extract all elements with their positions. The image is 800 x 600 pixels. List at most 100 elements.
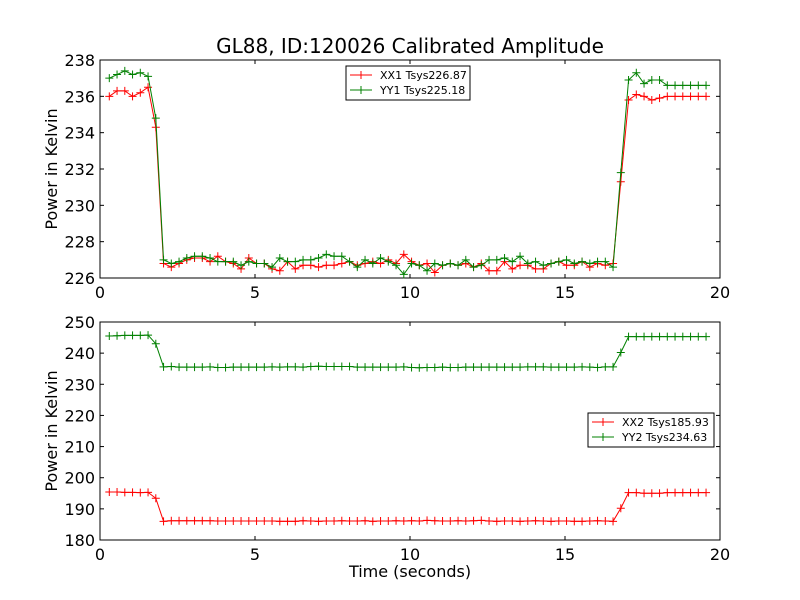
- data-point: [128, 70, 137, 79]
- data-point: [136, 331, 145, 340]
- data-point: [120, 488, 129, 497]
- y-tick-label: 210: [64, 438, 95, 457]
- data-point: [407, 516, 416, 525]
- legend-label: XX1 Tsys226.87: [380, 69, 467, 82]
- data-point: [306, 362, 315, 371]
- data-point: [694, 92, 703, 101]
- data-point: [531, 264, 540, 273]
- data-point: [190, 363, 199, 372]
- data-point: [461, 517, 470, 526]
- data-point: [694, 332, 703, 341]
- data-point: [632, 68, 641, 77]
- data-point: [516, 252, 525, 261]
- data-point: [485, 517, 494, 526]
- data-point: [423, 516, 432, 525]
- data-point: [423, 363, 432, 372]
- y-tick-label: 228: [64, 233, 95, 252]
- y-axis-label: Power in Kelvin: [42, 108, 61, 229]
- data-point: [159, 362, 168, 371]
- data-point: [198, 252, 207, 261]
- data-point: [268, 263, 277, 272]
- data-point: [275, 517, 284, 526]
- data-point: [640, 92, 649, 101]
- data-point: [167, 516, 176, 525]
- x-tick-label: 0: [95, 545, 105, 564]
- data-point: [361, 255, 370, 264]
- data-point: [500, 254, 509, 263]
- data-point: [376, 363, 385, 372]
- data-point: [368, 517, 377, 526]
- data-point: [136, 488, 145, 497]
- data-point: [275, 266, 284, 275]
- data-point: [454, 261, 463, 270]
- legend-marker: [599, 418, 607, 426]
- y-tick-label: 240: [64, 344, 95, 363]
- data-point: [446, 259, 455, 268]
- data-point: [702, 332, 711, 341]
- data-point: [469, 263, 478, 272]
- data-point: [244, 257, 253, 266]
- data-point: [485, 363, 494, 372]
- data-point: [407, 363, 416, 372]
- data-point: [702, 81, 711, 90]
- data-point: [469, 363, 478, 372]
- data-point: [446, 517, 455, 526]
- data-point: [423, 259, 432, 268]
- data-point: [678, 92, 687, 101]
- data-point: [221, 517, 230, 526]
- data-point: [229, 517, 238, 526]
- data-point: [585, 517, 594, 526]
- data-point: [105, 488, 114, 497]
- y-tick-label: 232: [64, 160, 95, 179]
- data-point: [686, 92, 695, 101]
- data-point: [314, 263, 323, 272]
- data-point: [508, 517, 517, 526]
- data-point: [663, 332, 672, 341]
- data-point: [554, 363, 563, 372]
- data-point: [593, 363, 602, 372]
- data-point: [337, 362, 346, 371]
- data-point: [237, 261, 246, 270]
- data-point: [554, 517, 563, 526]
- data-point: [144, 331, 153, 340]
- data-point: [678, 332, 687, 341]
- data-point: [477, 516, 486, 525]
- x-tick-label: 5: [250, 283, 260, 302]
- data-point: [547, 517, 556, 526]
- data-point: [330, 252, 339, 261]
- data-point: [283, 257, 292, 266]
- legend-label: YY1 Tsys225.18: [379, 84, 465, 97]
- data-point: [624, 95, 633, 104]
- data-point: [469, 516, 478, 525]
- data-point: [322, 517, 331, 526]
- data-point: [306, 517, 315, 526]
- data-point: [655, 94, 664, 103]
- data-point: [128, 488, 137, 497]
- data-point: [438, 261, 447, 270]
- data-point: [260, 363, 269, 372]
- data-point: [337, 259, 346, 268]
- data-point: [678, 81, 687, 90]
- data-point: [430, 363, 439, 372]
- data-point: [353, 263, 362, 272]
- legend-box: [587, 412, 715, 448]
- data-point: [415, 261, 424, 270]
- data-point: [632, 90, 641, 99]
- data-point: [306, 255, 315, 264]
- x-tick-label: 20: [710, 283, 730, 302]
- data-point: [616, 348, 625, 357]
- data-point: [694, 81, 703, 90]
- legend-marker: [357, 71, 365, 79]
- data-point: [578, 362, 587, 371]
- data-point: [221, 363, 230, 372]
- data-point: [392, 516, 401, 525]
- data-point: [337, 252, 346, 261]
- data-point: [113, 86, 122, 95]
- data-point: [686, 488, 695, 497]
- data-point: [485, 255, 494, 264]
- data-point: [647, 95, 656, 104]
- data-point: [477, 363, 486, 372]
- data-point: [206, 362, 215, 371]
- data-point: [144, 488, 153, 497]
- data-point: [229, 363, 238, 372]
